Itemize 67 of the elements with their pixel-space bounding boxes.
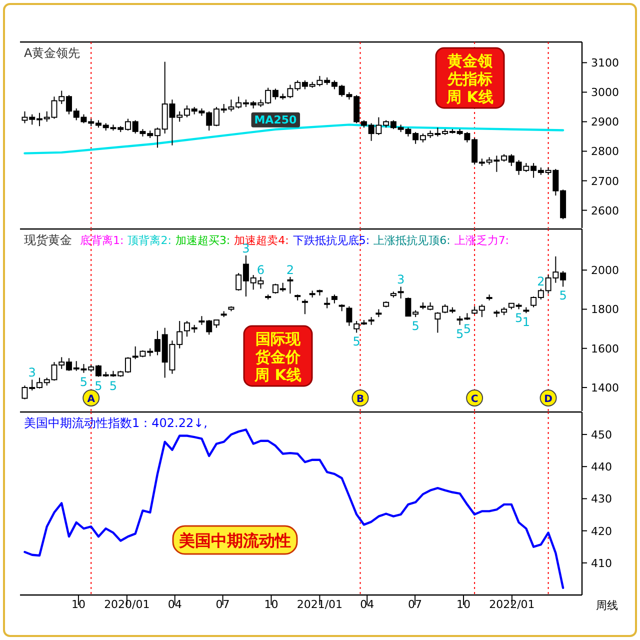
annotation: 6 — [256, 262, 265, 277]
annotation: 2 — [537, 274, 545, 289]
annotation: 3 — [396, 272, 405, 287]
annotation: 下跌抵抗见底5: — [292, 234, 370, 247]
chart-title: 美国中期流动性指数1：402.22↓, — [24, 416, 208, 430]
annotation: 5 — [352, 334, 360, 349]
annotation: 美国中期流动性 — [178, 531, 291, 550]
y-tick-label: 420 — [591, 524, 612, 538]
series-label: MA250 — [254, 113, 298, 126]
y-tick-label: 1600 — [591, 342, 619, 356]
y-tick-label: 430 — [591, 492, 612, 506]
annotation: 5 — [109, 378, 118, 393]
y-tick-label: 1800 — [591, 303, 619, 316]
annotation: 5 — [456, 326, 464, 341]
x-tick-label: 10 — [456, 598, 470, 611]
annotation: 3 — [28, 366, 36, 380]
annotation: 顶背离2: — [128, 234, 172, 247]
annotation: 底背离1: — [80, 234, 124, 247]
ref-line-label: A — [87, 394, 96, 405]
y-tick-label: 2600 — [591, 204, 619, 218]
x-tick-label: 2020/01 — [104, 598, 150, 611]
annotation: 5 — [514, 311, 523, 326]
annotation: 2 — [286, 262, 294, 277]
candlestick — [398, 286, 404, 299]
y-tick-label: 2000 — [591, 264, 619, 278]
annotation: 国际现货金价周 K线 — [254, 330, 302, 384]
ref-line-label: B — [356, 394, 364, 405]
line-series — [24, 124, 564, 154]
y-tick-label: 2900 — [591, 116, 619, 129]
candlestick — [287, 276, 294, 294]
y-tick-label: 450 — [591, 428, 612, 442]
annotation: 5 — [559, 288, 567, 303]
text: 周线 — [596, 599, 618, 612]
annotation: 5 — [463, 322, 471, 336]
annotation: 5 — [412, 319, 420, 334]
x-tick-label: 2022/01 — [489, 598, 535, 611]
candlestick — [324, 296, 330, 309]
line-series — [24, 428, 564, 589]
y-tick-label: 410 — [591, 556, 612, 570]
y-tick-label: 3100 — [591, 56, 619, 70]
y-tick-label: 2700 — [591, 174, 619, 188]
x-tick-label: 07 — [216, 598, 230, 611]
candlestick — [346, 306, 352, 326]
annotation: 黄金领先指标周 K线 — [446, 52, 494, 106]
ref-line-label: D — [544, 394, 552, 405]
ref-line-label: C — [470, 394, 478, 405]
x-tick-label: 10 — [71, 598, 86, 611]
annotation: 5 — [80, 374, 88, 389]
annotation: 上涨乏力7: — [454, 234, 510, 247]
y-tick-label: 440 — [591, 460, 612, 474]
x-tick-label: 2021/01 — [296, 598, 343, 611]
y-tick-label: 3000 — [591, 86, 619, 100]
annotation: 加速超买3: — [175, 234, 230, 247]
x-tick-label: 04 — [168, 598, 182, 611]
annotation: 上涨抵抗见顶6: — [374, 234, 450, 247]
candlestick — [434, 312, 441, 334]
y-tick-label: 2800 — [591, 145, 619, 158]
annotation: 5 — [94, 378, 102, 393]
candlestick — [302, 298, 308, 315]
y-tick-label: 1400 — [591, 382, 619, 395]
x-tick-label: 04 — [360, 598, 374, 611]
annotation: 1 — [522, 315, 530, 330]
chart-title: 现货黄金 — [24, 233, 72, 247]
annotation: 加速超卖4: — [234, 234, 289, 247]
x-tick-label: 07 — [408, 598, 422, 611]
chart-title: A黄金领先 — [24, 46, 80, 60]
x-tick-label: 10 — [264, 598, 278, 611]
